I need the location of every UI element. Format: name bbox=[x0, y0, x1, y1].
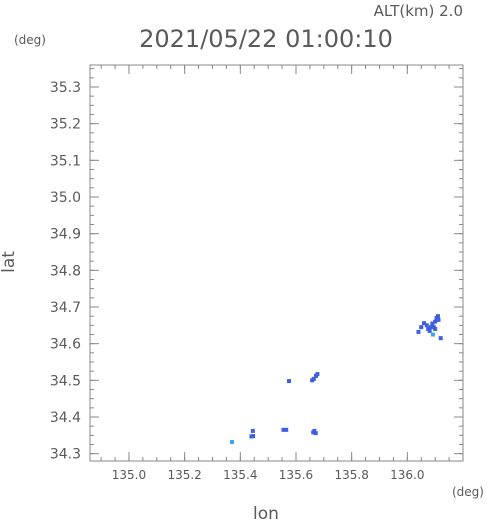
y-tick-label: 34.4 bbox=[50, 410, 81, 426]
y-tick-label: 35.0 bbox=[50, 190, 81, 206]
data-point bbox=[430, 332, 435, 337]
data-point bbox=[250, 428, 255, 433]
data-point bbox=[311, 376, 316, 381]
minor-ticks bbox=[90, 65, 463, 461]
altitude-label: ALT(km) 2.0 bbox=[374, 2, 463, 20]
y-tick-label: 35.1 bbox=[50, 153, 81, 169]
data-point bbox=[416, 329, 421, 334]
data-point bbox=[422, 321, 427, 326]
x-axis: 135.0 135.2 135.4 135.6 135.8 136.0 bbox=[112, 65, 425, 482]
data-point bbox=[281, 427, 286, 432]
y-tick-label: 34.3 bbox=[50, 447, 81, 463]
data-point bbox=[315, 372, 320, 377]
data-point bbox=[312, 428, 317, 433]
x-tick-label: 135.0 bbox=[112, 468, 146, 482]
x-axis-label: lon bbox=[253, 504, 279, 521]
data-point bbox=[427, 328, 432, 333]
y-tick-label: 35.3 bbox=[50, 80, 81, 96]
x-tick-label: 135.6 bbox=[279, 468, 313, 482]
y-unit-label: (deg) bbox=[14, 33, 46, 47]
y-tick-label: 34.5 bbox=[50, 373, 81, 389]
data-point bbox=[313, 431, 318, 436]
y-axis: 34.3 34.4 34.5 34.6 34.7 34.8 34.9 35.0 35.1 35.2… bbox=[50, 80, 463, 463]
x-tick-label: 136.0 bbox=[390, 468, 424, 482]
x-tick-label: 135.2 bbox=[167, 468, 201, 482]
x-unit-label: (deg) bbox=[452, 485, 484, 499]
x-tick-label: 135.8 bbox=[334, 468, 368, 482]
data-point bbox=[229, 439, 234, 444]
data-point bbox=[436, 317, 441, 322]
data-point bbox=[287, 379, 292, 384]
data-point bbox=[438, 336, 443, 341]
y-tick-label: 34.8 bbox=[50, 263, 81, 279]
y-tick-label: 35.2 bbox=[50, 117, 81, 133]
y-tick-label: 34.7 bbox=[50, 300, 81, 316]
data-point bbox=[424, 323, 429, 328]
data-point bbox=[428, 325, 433, 330]
chart-title-timestamp: 2021/05/22 01:00:10 bbox=[139, 25, 393, 53]
data-point bbox=[284, 427, 289, 432]
data-point bbox=[430, 321, 435, 326]
y-axis-label: lat bbox=[0, 251, 19, 273]
plot-frame bbox=[89, 64, 464, 462]
y-tick-label: 34.6 bbox=[50, 337, 81, 353]
data-point bbox=[433, 319, 438, 324]
data-point bbox=[419, 325, 424, 330]
x-tick-label: 135.4 bbox=[223, 468, 257, 482]
data-point bbox=[249, 434, 254, 439]
y-tick-label: 34.9 bbox=[50, 227, 81, 243]
data-point bbox=[435, 314, 440, 319]
data-points bbox=[229, 314, 443, 444]
data-point bbox=[433, 327, 438, 331]
